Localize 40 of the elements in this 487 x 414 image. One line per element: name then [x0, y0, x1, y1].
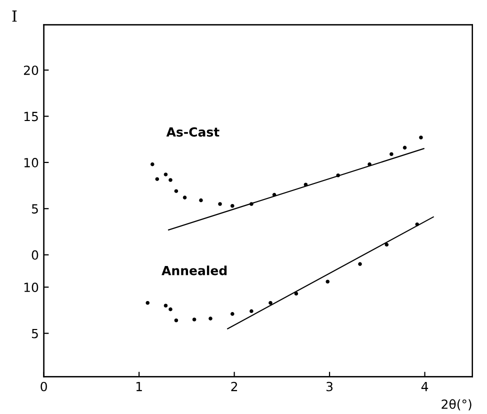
x-tick-label: 0: [40, 382, 47, 392]
text: Annealed: [162, 266, 227, 276]
x-tick-label: 2: [231, 382, 238, 392]
point: [208, 316, 212, 320]
point: [168, 178, 172, 182]
point: [230, 204, 234, 208]
point: [164, 172, 168, 176]
point: [268, 300, 272, 305]
point: [250, 309, 254, 314]
point: [384, 242, 389, 247]
point: [174, 318, 178, 322]
point: [230, 312, 234, 316]
point: [199, 198, 203, 202]
point: [164, 304, 168, 308]
point: [368, 162, 372, 166]
point: [326, 280, 330, 284]
point: [174, 189, 178, 193]
point: [155, 177, 160, 181]
y2-tick-label: 15: [24, 112, 38, 122]
x-axis-title: 2θ(°): [442, 399, 472, 410]
text: As-Cast: [166, 127, 220, 137]
x-tick-label: 1: [136, 382, 142, 392]
point: [272, 192, 276, 197]
point: [419, 136, 423, 140]
point: [192, 318, 196, 322]
point: [146, 300, 150, 305]
point: [218, 202, 222, 206]
point: [168, 307, 172, 312]
point: [390, 152, 394, 156]
point: [150, 162, 154, 166]
y2-tick-label: 0: [32, 250, 38, 260]
x-tick-label: 4: [421, 382, 428, 392]
point: [182, 196, 187, 200]
point: [358, 262, 362, 266]
point: [294, 292, 298, 296]
y2-axis-title: I: [12, 10, 17, 22]
x-tick-label: 3: [326, 382, 333, 392]
y2-tick-label: 20: [24, 66, 38, 76]
point: [304, 182, 308, 187]
point: [402, 146, 407, 150]
